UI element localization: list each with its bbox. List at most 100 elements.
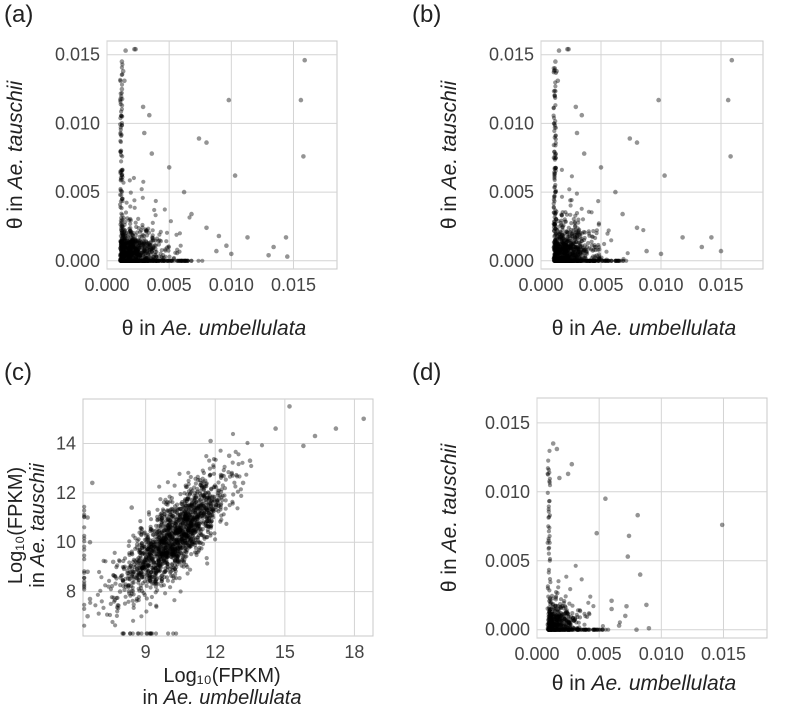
data-point [136,258,141,263]
data-point [150,220,155,225]
data-point [118,78,123,84]
data-point [137,253,142,258]
data-point [199,483,204,489]
data-point [152,258,157,263]
data-point [551,210,556,215]
data-point [120,258,125,263]
data-point [120,258,126,263]
data-point [130,237,135,242]
data-point [82,575,87,581]
data-point [139,525,144,531]
data-point [119,249,124,254]
data-point [180,520,185,526]
data-point [232,173,238,178]
data-point [146,252,151,257]
data-point [148,579,153,584]
data-point [118,247,123,252]
data-point [125,258,130,263]
data-point [127,258,132,263]
data-point [122,258,128,263]
data-point [122,237,127,242]
data-point [568,587,573,592]
data-point [145,540,150,545]
data-point [120,232,125,237]
data-point [119,59,125,64]
data-point [573,563,578,568]
data-point [574,620,579,625]
data-point [138,583,143,588]
data-point [566,619,571,624]
data-point [122,587,127,593]
data-point [122,249,127,254]
data-point [609,238,614,243]
data-point [144,258,149,263]
data-point [302,57,308,63]
data-point [131,258,136,263]
data-point [556,48,562,53]
data-point [105,612,110,617]
data-point [146,258,151,263]
data-point [165,502,170,507]
panel-c [82,398,374,637]
data-point [118,218,123,223]
data-point [220,483,225,488]
data-point [578,609,583,614]
data-point [138,243,143,248]
data-point [131,258,136,263]
data-point [138,250,143,255]
data-point [127,258,132,263]
data-point [266,253,271,258]
data-point [120,258,125,263]
data-point [135,258,140,263]
data-point [154,258,159,263]
data-point [122,238,127,243]
data-point [615,258,620,263]
data-point [120,258,125,263]
data-point [124,257,129,262]
data-point [119,248,124,254]
data-point [124,240,129,245]
data-point [119,251,124,256]
data-point [125,258,131,263]
data-point [140,258,145,263]
data-point [123,242,128,247]
data-point [135,252,141,257]
data-point [124,258,129,263]
data-point [135,253,140,258]
data-point [564,574,569,579]
data-point [141,179,146,184]
data-point [121,258,126,263]
data-point [571,231,576,236]
data-point [603,496,608,502]
data-point [139,258,144,263]
data-point [147,573,152,578]
data-point [627,136,633,141]
data-point [226,97,232,103]
data-point [120,258,125,263]
data-point [230,501,235,506]
data-point [207,458,212,463]
data-point [112,550,117,556]
data-point [119,148,124,153]
y-axis-title-b: θ in Ae. tauschii [438,80,461,230]
data-point [85,614,90,619]
data-point [125,216,130,221]
data-point [547,470,552,475]
data-point [122,245,128,250]
data-point [122,257,127,262]
data-point [140,225,145,230]
x-axis-title-d: θ in Ae. umbellulata [552,672,736,695]
data-point [117,589,123,594]
data-point [119,240,124,245]
data-point [125,238,130,243]
plot-area-a [106,40,338,270]
data-point [131,251,136,256]
data-point [88,600,93,605]
data-point [298,97,304,103]
data-point [186,482,191,487]
data-point [125,258,130,263]
data-point [569,258,574,263]
data-point [609,598,614,604]
data-point [166,244,171,249]
data-point [127,246,132,252]
